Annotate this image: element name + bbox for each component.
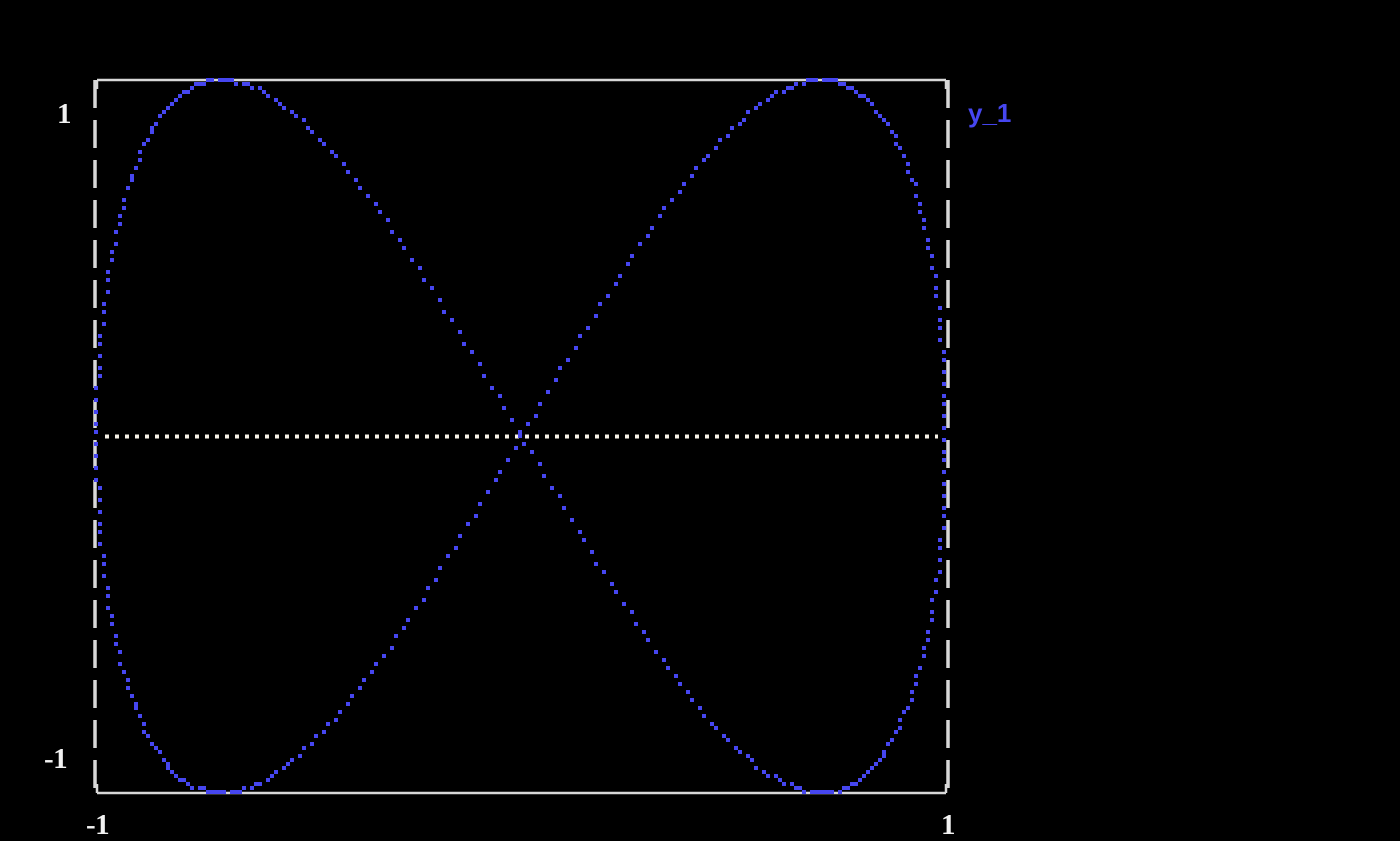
- x-axis-tick-label-left: -1: [86, 809, 110, 841]
- legend-entry-y1: y_1: [968, 98, 1012, 128]
- y-axis-tick-label-bottom: -1: [44, 743, 68, 775]
- data-series-y1: [94, 78, 946, 794]
- y-axis-tick-label-top: 1: [57, 98, 72, 130]
- x-axis-tick-label-right: 1: [941, 809, 956, 841]
